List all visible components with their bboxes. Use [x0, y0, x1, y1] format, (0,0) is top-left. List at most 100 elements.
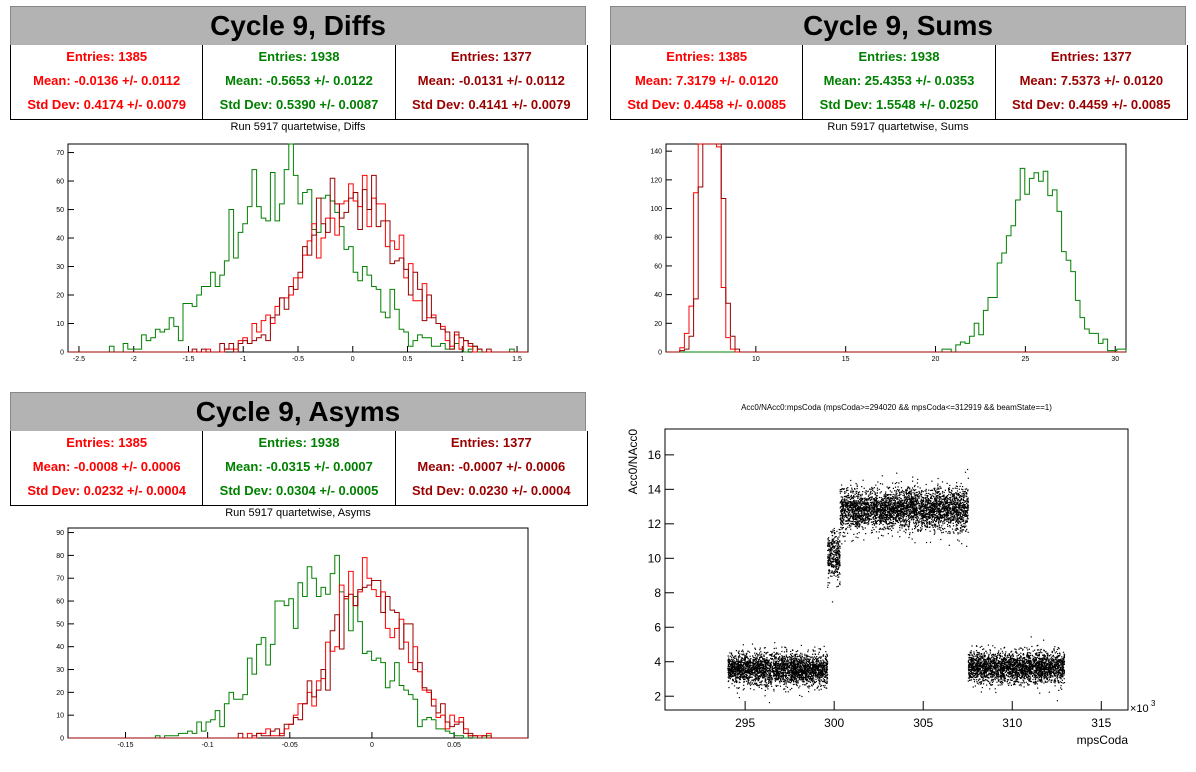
scatter-point — [830, 564, 832, 566]
scatter-point — [798, 669, 800, 672]
scatter-point — [803, 666, 805, 668]
scatter-point — [904, 519, 906, 521]
scatter-point — [826, 672, 828, 674]
scatter-point — [782, 660, 784, 662]
scatter-point — [862, 502, 864, 504]
scatter-point — [850, 513, 852, 515]
scatter-point — [728, 661, 730, 663]
scatter-point — [754, 654, 756, 656]
scatter-point — [815, 678, 817, 680]
scatter-point — [859, 517, 861, 520]
scatter-point — [772, 668, 774, 670]
scatter-point — [862, 491, 864, 493]
scatter-point — [964, 503, 966, 506]
scatter-point — [756, 684, 758, 686]
scatter-point — [793, 674, 795, 676]
scatter-point — [814, 663, 816, 666]
scatter-point — [745, 670, 747, 672]
scatter-point — [739, 681, 741, 684]
scatter-point — [754, 663, 756, 665]
scatter-point — [734, 657, 736, 660]
scatter-point — [782, 664, 784, 666]
scatter-point — [822, 668, 824, 670]
scatter-point — [760, 664, 762, 666]
scatter-point — [965, 514, 968, 516]
scatter-point — [838, 555, 840, 557]
scatter-point — [758, 671, 760, 673]
scatter-point — [770, 678, 772, 680]
scatter-point — [827, 674, 829, 676]
scatter-point — [822, 659, 824, 661]
scatter-point — [839, 559, 841, 561]
scatter-point — [933, 487, 935, 490]
scatter-point — [825, 658, 827, 660]
scatter-point — [836, 586, 838, 588]
scatter-point — [871, 498, 873, 500]
scatter-point — [866, 501, 868, 503]
scatter-point — [821, 671, 823, 673]
scatter-point — [803, 664, 805, 666]
scatter-point — [801, 661, 803, 663]
scatter-point — [863, 487, 865, 489]
scatter-point — [759, 667, 761, 669]
scatter-point — [774, 660, 776, 662]
scatter-point — [777, 658, 779, 660]
scatter-point — [847, 487, 849, 489]
scatter-point — [825, 657, 827, 659]
scatter-point — [805, 666, 807, 668]
scatter-point — [756, 676, 758, 678]
scatter-point — [938, 504, 940, 506]
scatter-point — [889, 493, 891, 496]
scatter-point — [799, 656, 802, 658]
scatter-point — [801, 678, 803, 681]
scatter-point — [782, 675, 784, 677]
scatter-point — [830, 562, 832, 564]
scatter-point — [749, 684, 752, 686]
scatter-point — [763, 655, 765, 657]
scatter-point — [950, 499, 952, 501]
scatter-point — [806, 656, 808, 658]
scatter-point — [796, 681, 798, 683]
scatter-point — [852, 502, 854, 504]
scatter-point — [776, 673, 778, 675]
scatter-point — [951, 507, 953, 509]
scatter-point — [956, 492, 958, 494]
scatter-point — [832, 531, 834, 533]
x-tick-label: -0.15 — [118, 742, 134, 749]
scatter-point — [759, 660, 761, 662]
scatter-point — [900, 515, 902, 517]
scatter-point — [822, 661, 824, 663]
y-tick-label: 100 — [650, 206, 662, 213]
scatter-point — [823, 668, 825, 671]
scatter-point — [881, 508, 883, 511]
scatter-point — [767, 663, 769, 665]
scatter-point — [759, 657, 761, 659]
scatter-point — [893, 502, 895, 504]
scatter-point — [945, 498, 947, 500]
scatter-point — [799, 659, 801, 661]
scatter-point — [779, 657, 781, 659]
scatter-point — [873, 521, 875, 523]
scatter-point — [765, 684, 767, 686]
scatter-point — [836, 561, 838, 563]
y-tick-label: 60 — [56, 598, 64, 605]
scatter-point — [806, 668, 808, 670]
scatter-point — [743, 676, 746, 678]
scatter-point — [741, 671, 744, 673]
scatter-point — [734, 666, 736, 668]
scatter-point — [823, 673, 825, 675]
scatter-point — [741, 665, 744, 667]
scatter-point — [892, 487, 894, 489]
scatter-point — [864, 500, 866, 502]
scatter-point — [769, 675, 772, 677]
scatter-point — [784, 663, 786, 665]
scatter-point — [757, 675, 760, 677]
mean-text: Mean: 7.3179 +/- 0.0120 — [634, 73, 779, 88]
scatter-point — [794, 665, 796, 667]
scatter-point — [743, 653, 745, 655]
scatter-point — [913, 493, 915, 495]
scatter-point — [821, 666, 823, 668]
histogram-series-line — [68, 174, 528, 353]
scatter-point — [921, 520, 923, 522]
scatter-point — [762, 677, 764, 679]
